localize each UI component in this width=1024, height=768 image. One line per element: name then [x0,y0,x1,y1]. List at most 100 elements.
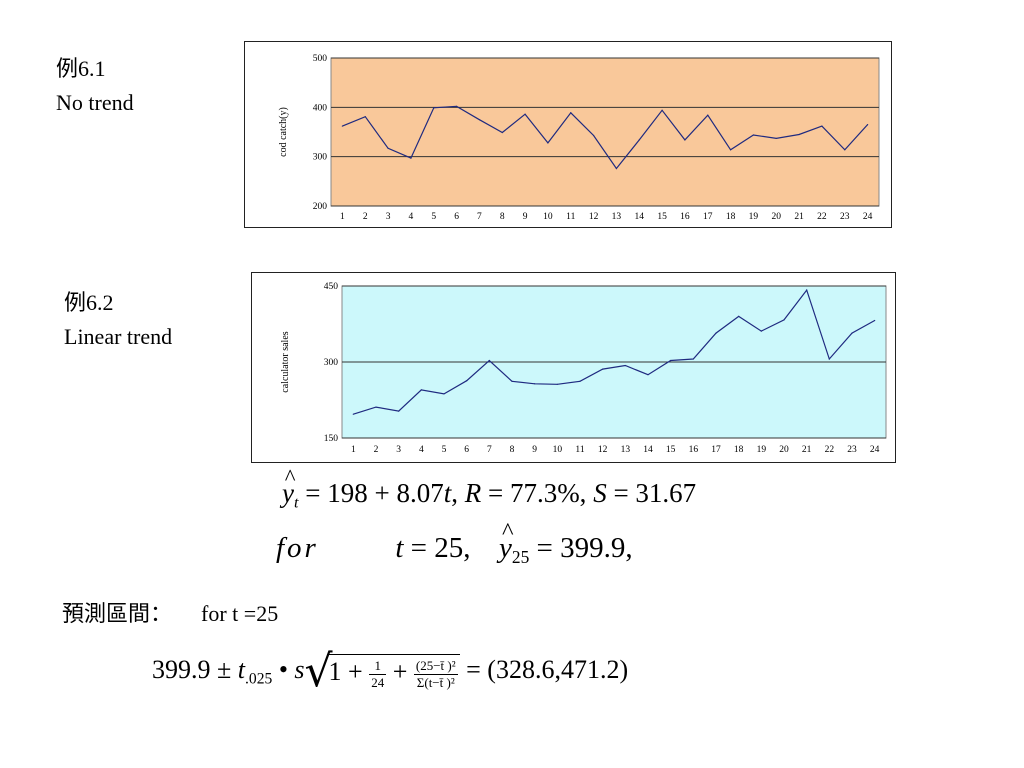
data-point [488,359,490,362]
data-point [783,319,785,321]
fraction-1-over-24: 1 24 [369,658,387,691]
x-tick-label: 12 [589,212,599,222]
square-root: √ 1 + 1 24 + (25−t̄ )² Σ(t−t̄ )² [305,650,460,694]
example-6-2-label: 例6.2 Linear trend [64,286,172,354]
data-point [455,105,458,107]
data-point [341,125,344,127]
x-tick-label: 5 [442,445,447,455]
data-point [547,142,549,144]
chart-no-trend: 200 300 400 500 1 2 3 4 5 6 7 8 9 10 11 12 13 14 15 16 17 18 1… [244,41,892,228]
x-tick-label: 11 [566,212,575,222]
prediction-interval-heading: 預測區間： for t =25 [62,596,278,628]
data-point [775,137,777,140]
data-point [752,134,755,136]
interval-center: 399.9 [152,655,211,685]
fraction-2-numerator: (25−t̄ )² [413,657,458,675]
square-root-body: 1 + 1 24 + (25−t̄ )² Σ(t−t̄ )² [326,654,460,691]
data-point [420,389,422,391]
fraction-2-denominator: Σ(t−t̄ )² [416,674,455,690]
prediction-interval-condition: for t =25 [201,601,279,626]
data-point [798,133,800,136]
x-tick-label: 22 [817,212,827,222]
interval-plus: + [392,657,408,686]
regression-rhs: = 198 + 8.07 [305,478,444,508]
forecast-t-value: = 25, [403,532,471,564]
data-point [624,364,626,367]
x-tick-label: 19 [757,445,767,455]
fraction-1-denominator: 24 [371,674,385,690]
x-tick-label: 7 [477,212,482,222]
data-point [851,332,853,334]
x-tick-label: 4 [409,212,414,222]
x-tick-label: 19 [749,212,759,222]
interval-result: = (328.6,471.2) [466,655,629,685]
data-point [760,330,762,332]
x-tick-label: 17 [703,212,713,222]
data-point [661,109,663,111]
regression-t: t [443,478,452,508]
forecast-formula: for t = 25, y25 = 399.9, [276,518,633,568]
x-tick-label: 11 [575,445,584,455]
plot-area [330,57,880,207]
data-point [638,139,640,141]
regression-R-value: = 77.3%, [481,478,594,508]
x-tick-label: 24 [863,212,873,222]
fraction-2: (25−t̄ )² Σ(t−t̄ )² [413,657,458,691]
data-point [844,149,846,151]
data-point [684,139,686,141]
data-point [478,119,481,121]
data-point [707,114,709,116]
x-tick-label: 13 [612,212,622,222]
y-hat-symbol: y [282,465,296,509]
data-point [524,113,526,115]
data-point [715,332,717,334]
x-tick-label: 2 [363,212,368,222]
x-tick-label: 8 [510,445,515,455]
x-tick-label: 14 [643,445,653,455]
x-tick-label: 1 [351,445,356,455]
x-tick-label: 6 [464,445,469,455]
x-tick-label: 18 [734,445,744,455]
x-tick-label: 23 [847,445,857,455]
for-text: for [276,532,319,564]
forecast-value: = 399.9, [529,532,633,564]
example-6-1-label: 例6.1 No trend [56,52,134,120]
x-tick-label: 3 [396,445,401,455]
series-line [353,288,875,415]
interval-t-subscript: .025 [245,670,273,688]
x-tick-label: 9 [523,212,528,222]
data-point [670,359,672,362]
x-tick-label: 5 [431,212,436,222]
regression-sep1: , [451,478,465,508]
data-point [352,413,354,415]
x-tick-label: 7 [487,445,492,455]
forecast-t: t [395,532,404,564]
y-tick-label: 150 [324,434,339,444]
y-tick-label: 400 [313,103,328,113]
data-point [615,167,618,170]
bullet-symbol: • [278,655,288,685]
y-axis-label: cod catch(y) [278,107,289,157]
data-point [828,358,830,360]
fraction-1-numerator: 1 [369,658,387,675]
x-tick-label: 15 [657,212,667,222]
data-point [443,393,445,395]
x-tick-label: 21 [802,445,812,455]
example-6-1-subtitle: No trend [56,90,134,115]
data-point [738,315,740,317]
data-point [602,368,604,370]
interval-formula: 399.9 ± t.025 • s √ 1 + 1 24 + (25−t̄ )² Σ(t… [152,650,629,694]
data-point [592,134,595,137]
regression-formula: yt = 198 + 8.07t, R = 77.3%, S = 31.67 [282,465,696,513]
data-point [410,157,412,159]
data-point [729,149,732,151]
x-tick-label: 16 [680,212,690,222]
x-tick-label: 21 [794,212,804,222]
x-tick-label: 14 [635,212,645,222]
data-point [556,383,558,385]
example-6-2-subtitle: Linear trend [64,324,173,349]
y-tick-label: 300 [313,153,328,163]
example-6-2-title: 例6.2 [64,290,114,315]
radical-sign-icon: √ [304,646,333,697]
data-point [579,380,581,382]
